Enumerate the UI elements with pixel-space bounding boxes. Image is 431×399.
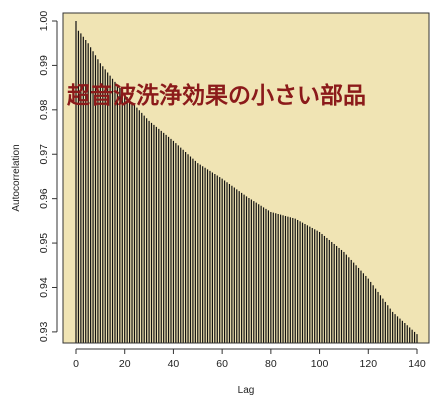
y-tick-label: 0.98 (38, 99, 50, 120)
y-tick-label: 0.94 (38, 277, 50, 298)
x-axis: 0 20 40 60 80 100 120 140 (73, 348, 426, 370)
x-tick-label: 40 (168, 358, 180, 370)
x-tick-label: 80 (265, 358, 277, 370)
y-axis-title: Autocorrelation (11, 144, 22, 211)
x-tick-label: 20 (119, 358, 131, 370)
x-axis-title: Lag (238, 385, 255, 396)
acf-bars (75, 20, 418, 343)
y-tick-label: 0.99 (38, 55, 50, 76)
y-tick-label: 0.97 (38, 144, 50, 165)
x-tick-label: 60 (216, 358, 228, 370)
y-tick-label: 0.93 (38, 322, 50, 343)
x-tick-label: 120 (360, 358, 378, 370)
plot-frame (62, 12, 430, 344)
x-tick-label: 100 (311, 358, 329, 370)
y-axis: 0.93 0.94 0.95 0.96 0.97 0.98 0.99 1.00 (38, 11, 58, 343)
y-tick-label: 0.95 (38, 233, 50, 254)
y-tick-label: 0.96 (38, 188, 50, 209)
y-tick-label: 1.00 (38, 11, 50, 32)
x-tick-label: 0 (73, 358, 79, 370)
x-tick-label: 140 (408, 358, 426, 370)
overlay-caption: 超音波洗浄効果の小さい部品 (67, 82, 366, 109)
